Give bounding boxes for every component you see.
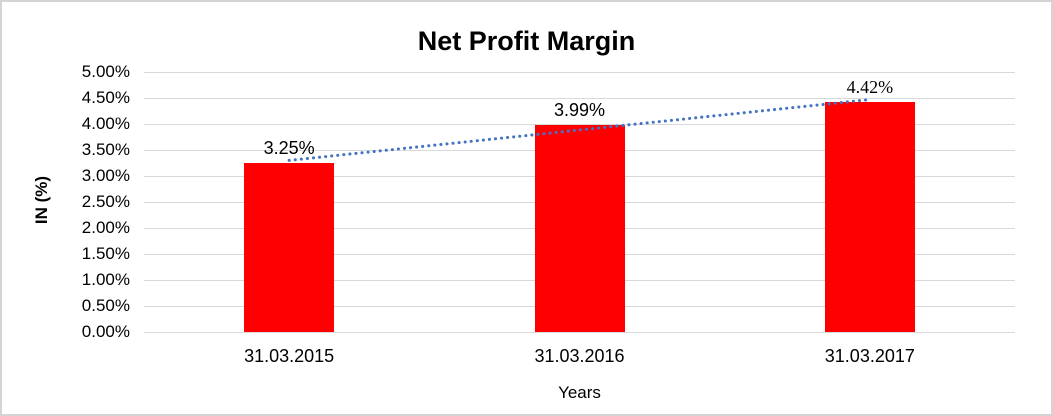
y-tick-label: 2.50% (81, 192, 130, 211)
trendline (287, 98, 872, 162)
bar (244, 163, 335, 332)
y-tick-label: 3.50% (81, 140, 130, 159)
gridline (144, 72, 1015, 73)
data-label: 3.25% (263, 138, 315, 158)
y-tick-label: 4.00% (81, 114, 130, 133)
bar (534, 124, 625, 332)
y-tick-label: 3.00% (81, 166, 130, 185)
bar (824, 102, 915, 332)
data-label: 4.42% (846, 77, 894, 98)
y-tick-label: 2.00% (81, 218, 130, 237)
data-label: 3.99% (553, 99, 606, 120)
y-tick-label: 5.00% (81, 62, 130, 81)
x-tick-label: 31.03.2015 (244, 346, 335, 366)
y-tick-label: 4.50% (81, 88, 130, 107)
gridline (144, 124, 1015, 125)
y-axis-title: IN (%) (32, 175, 51, 225)
x-axis-title: Years (558, 383, 601, 402)
x-tick-label: 31.03.2016 (534, 346, 625, 366)
y-tick-label: 0.50% (81, 296, 130, 315)
y-tick-label: 0.00% (81, 322, 130, 341)
gridline (144, 98, 1015, 99)
chart-title: Net Profit Margin (417, 26, 636, 56)
plot-area (144, 72, 1015, 333)
gridline (144, 332, 1015, 333)
y-tick-label: 1.50% (81, 244, 130, 263)
x-tick-label: 31.03.2017 (824, 346, 915, 366)
y-tick-label: 1.00% (81, 270, 130, 289)
